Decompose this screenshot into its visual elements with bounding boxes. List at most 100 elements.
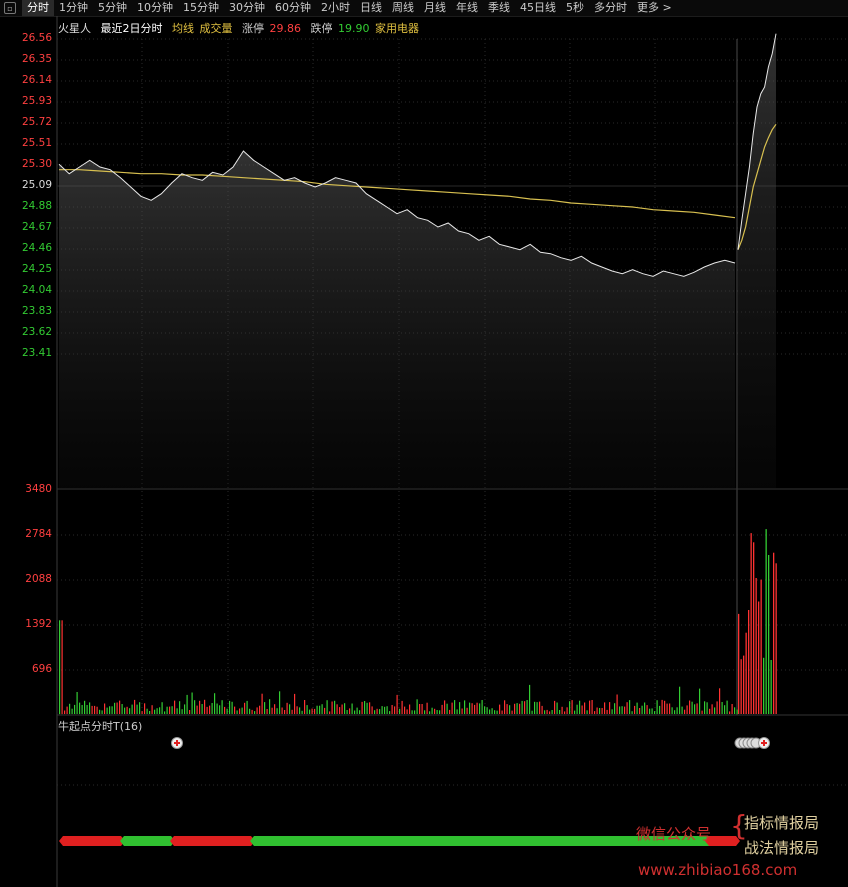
period-tab-10[interactable]: 月线 — [424, 1, 446, 14]
volume-bar — [354, 710, 356, 714]
volume-bar — [394, 706, 396, 714]
volume-bar — [291, 709, 293, 714]
volume-bar — [591, 700, 593, 714]
volume-bar — [71, 708, 73, 714]
volume-bar — [676, 707, 678, 714]
volume-bar — [429, 711, 431, 714]
volume-bar — [239, 708, 241, 714]
period-tab-16[interactable]: 更多 > — [637, 1, 672, 14]
signal-band-segment — [59, 836, 125, 846]
volume-bar — [361, 701, 363, 714]
volume-bar — [755, 578, 757, 714]
volume-bar — [496, 710, 498, 714]
period-tab-1[interactable]: 1分钟 — [59, 1, 88, 14]
watermark-name-1: 指标情报局 — [744, 814, 820, 832]
price-tick-label: 24.88 — [21, 200, 52, 212]
volume-bar — [234, 706, 236, 714]
period-tab-8[interactable]: 日线 — [360, 1, 382, 14]
volume-label[interactable]: 成交量 — [199, 22, 233, 35]
volume-bar — [141, 711, 143, 714]
volume-bar — [491, 708, 493, 714]
volume-bar — [79, 702, 81, 714]
volume-bar — [566, 707, 568, 714]
volume-bar — [264, 702, 266, 714]
volume-bar — [309, 709, 311, 714]
volume-bar — [124, 707, 126, 714]
limit-down-label: 跌停 — [310, 22, 333, 35]
volume-bar — [199, 700, 201, 714]
volume-bar — [279, 691, 281, 714]
period-tab-11[interactable]: 年线 — [456, 1, 478, 14]
volume-bar — [211, 703, 213, 714]
volume-bar — [666, 703, 668, 714]
period-tab-12[interactable]: 季线 — [488, 1, 510, 14]
period-tab-15[interactable]: 多分时 — [594, 1, 627, 14]
price-tick-label: 25.93 — [21, 95, 52, 107]
price-tick-label: 24.67 — [21, 221, 52, 233]
volume-bar — [441, 704, 443, 714]
volume-bar — [134, 699, 136, 714]
volume-bar — [306, 705, 308, 714]
volume-bar — [266, 709, 268, 714]
volume-bar — [164, 711, 166, 714]
volume-bar — [434, 708, 436, 714]
volume-bar — [334, 700, 336, 714]
volume-bar — [639, 708, 641, 714]
period-tab-2[interactable]: 5分钟 — [98, 1, 127, 14]
volume-bar — [296, 706, 298, 714]
volume-bar — [114, 702, 116, 714]
volume-bar — [144, 703, 146, 714]
panel-toggle-icon[interactable]: ▫ — [4, 2, 16, 14]
period-tab-6[interactable]: 60分钟 — [275, 1, 311, 14]
volume-bar — [379, 709, 381, 714]
day2-avg-line — [737, 123, 777, 250]
period-tab-13[interactable]: 45日线 — [520, 1, 556, 14]
volume-bar — [369, 702, 371, 714]
volume-bar — [94, 705, 96, 714]
period-tab-4[interactable]: 15分钟 — [183, 1, 219, 14]
volume-bar — [549, 711, 551, 714]
volume-bar — [534, 701, 536, 714]
signal-band-segment — [170, 836, 255, 846]
volume-bar — [191, 692, 193, 714]
volume-bar — [748, 610, 750, 714]
volume-bar — [329, 711, 331, 714]
volume-bar — [139, 702, 141, 714]
volume-bar — [344, 703, 346, 714]
volume-bar — [554, 700, 556, 714]
period-tab-14[interactable]: 5秒 — [566, 1, 584, 14]
volume-bar — [404, 706, 406, 714]
period-tab-0[interactable]: 分时 — [22, 0, 54, 16]
volume-bar — [524, 701, 526, 714]
volume-bar — [471, 703, 473, 714]
price-tick-label: 25.51 — [21, 137, 52, 149]
volume-bar — [179, 701, 181, 714]
volume-bar — [321, 704, 323, 714]
volume-bar — [694, 704, 696, 714]
volume-bar — [204, 699, 206, 714]
volume-bar — [704, 701, 706, 714]
price-tick-label: 23.62 — [21, 326, 52, 338]
period-tab-7[interactable]: 2小时 — [321, 1, 350, 14]
avg-line-label[interactable]: 均线 — [172, 22, 194, 35]
volume-bar — [201, 704, 203, 714]
period-tab-9[interactable]: 周线 — [392, 1, 414, 14]
volume-bar — [745, 632, 747, 714]
volume-bar — [511, 710, 513, 714]
volume-bar — [316, 705, 318, 714]
volume-bar — [319, 705, 321, 714]
volume-bar — [584, 702, 586, 714]
volume-bar — [244, 702, 246, 714]
sector-label[interactable]: 家用电器 — [375, 22, 419, 35]
period-tab-5[interactable]: 30分钟 — [229, 1, 265, 14]
price-tick-label: 23.41 — [21, 347, 52, 359]
volume-bar — [649, 708, 651, 714]
volume-bar — [176, 708, 178, 714]
volume-bar — [261, 693, 263, 714]
volume-bar — [770, 660, 772, 714]
volume-bar — [111, 706, 113, 714]
volume-bar — [679, 686, 681, 714]
period-tab-3[interactable]: 10分钟 — [137, 1, 173, 14]
volume-bar — [576, 704, 578, 714]
